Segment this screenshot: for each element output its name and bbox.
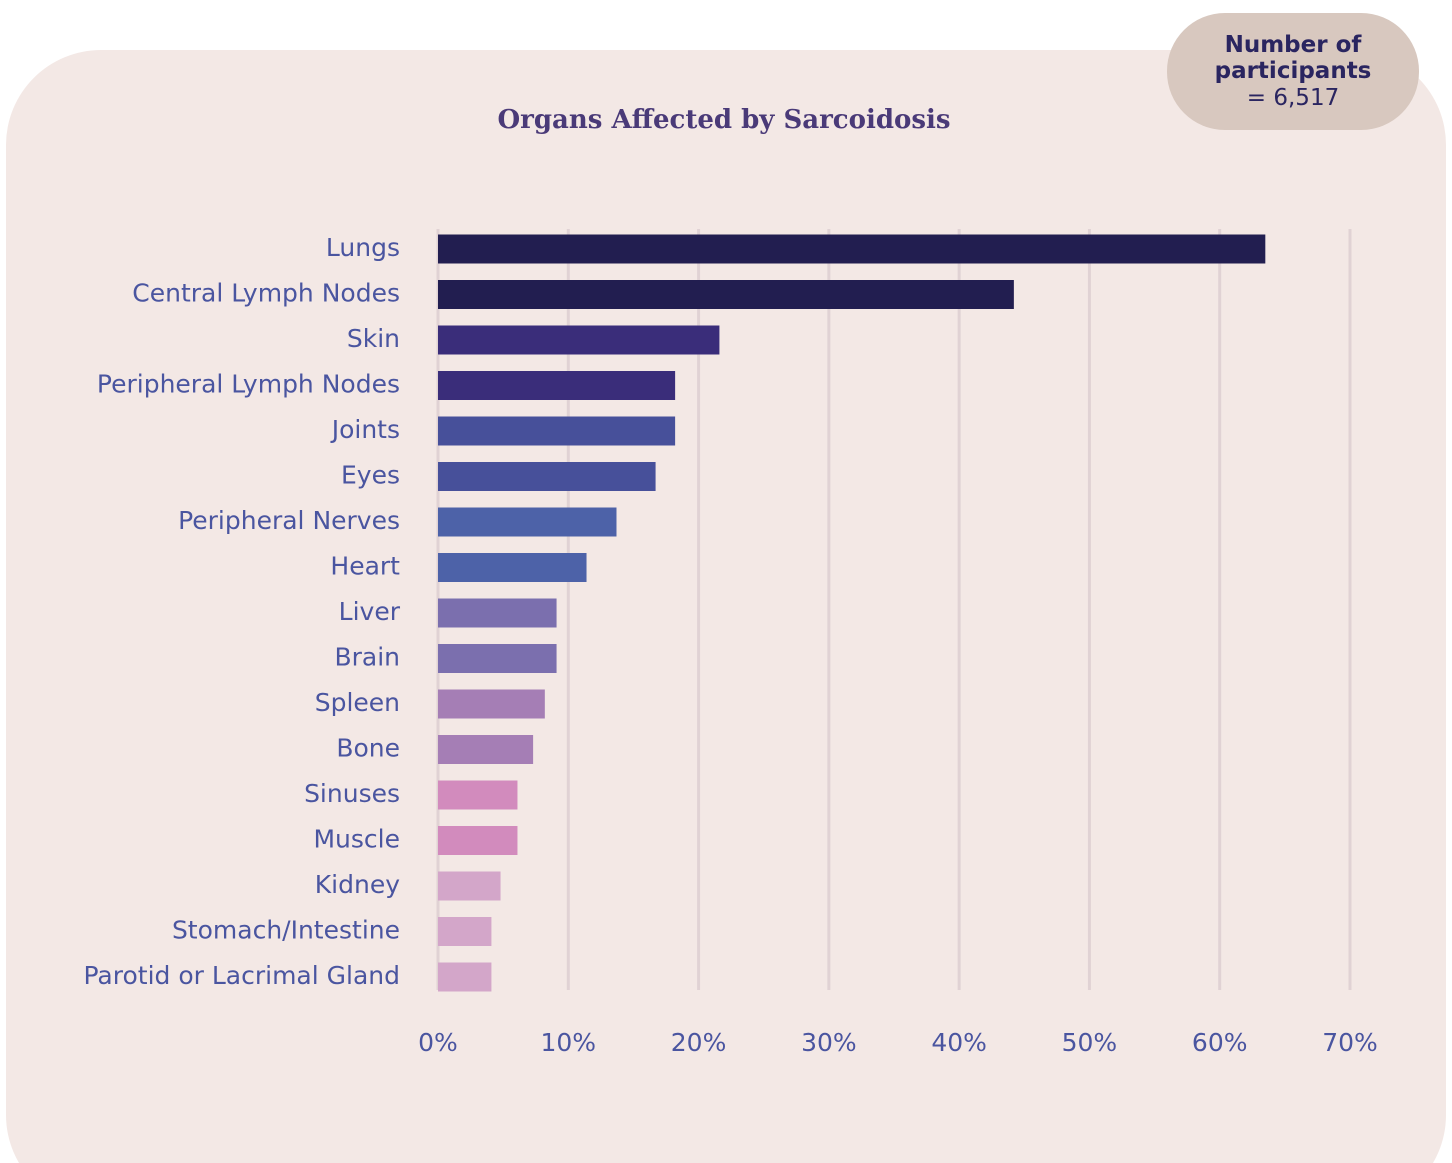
bar	[438, 962, 492, 992]
bar	[438, 234, 1266, 264]
bar	[438, 325, 720, 355]
bar	[438, 735, 534, 764]
x-tick-label: 70%	[1322, 1028, 1378, 1057]
y-tick-label: Spleen	[315, 688, 400, 717]
y-tick-label: Eyes	[341, 461, 400, 490]
y-tick-label: Joints	[330, 415, 400, 444]
y-tick-label: Lungs	[326, 233, 400, 262]
x-tick-label: 40%	[931, 1028, 987, 1057]
x-tick-label: 60%	[1192, 1028, 1248, 1057]
y-tick-label: Liver	[339, 597, 401, 626]
bar	[438, 280, 1014, 309]
badge-value: = 6,517	[1246, 84, 1340, 111]
bar	[438, 553, 587, 582]
chart-title: Organs Affected by Sarcoidosis	[497, 105, 950, 135]
bar	[438, 598, 557, 628]
bar	[438, 462, 656, 491]
bar	[438, 689, 545, 719]
x-tick-label: 50%	[1062, 1028, 1118, 1057]
bar	[438, 871, 501, 901]
bar	[438, 371, 676, 400]
bar	[438, 507, 617, 537]
x-tick-label: 30%	[801, 1028, 857, 1057]
bar	[438, 416, 676, 446]
x-tick-label: 0%	[418, 1028, 458, 1057]
y-tick-label: Kidney	[315, 870, 400, 899]
y-tick-label: Central Lymph Nodes	[132, 279, 400, 308]
y-tick-label: Skin	[347, 324, 400, 353]
y-tick-label: Stomach/Intestine	[172, 916, 400, 945]
badge-title: Number of participants	[1214, 31, 1372, 84]
y-tick-label: Peripheral Lymph Nodes	[97, 370, 400, 399]
bar	[438, 917, 492, 946]
panel	[6, 50, 1446, 1163]
bar	[438, 644, 557, 673]
participants-badge: Number of participants = 6,517	[1167, 13, 1419, 130]
x-tick-label: 20%	[671, 1028, 727, 1057]
y-tick-label: Parotid or Lacrimal Gland	[83, 961, 400, 990]
x-tick-label: 10%	[540, 1028, 596, 1057]
bar	[438, 826, 518, 855]
bar	[438, 780, 518, 810]
y-tick-label: Brain	[334, 643, 400, 672]
y-tick-label: Muscle	[313, 825, 400, 854]
y-tick-label: Bone	[336, 734, 400, 763]
y-tick-label: Sinuses	[304, 779, 400, 808]
y-tick-label: Heart	[330, 552, 400, 581]
y-tick-label: Peripheral Nerves	[178, 506, 400, 535]
